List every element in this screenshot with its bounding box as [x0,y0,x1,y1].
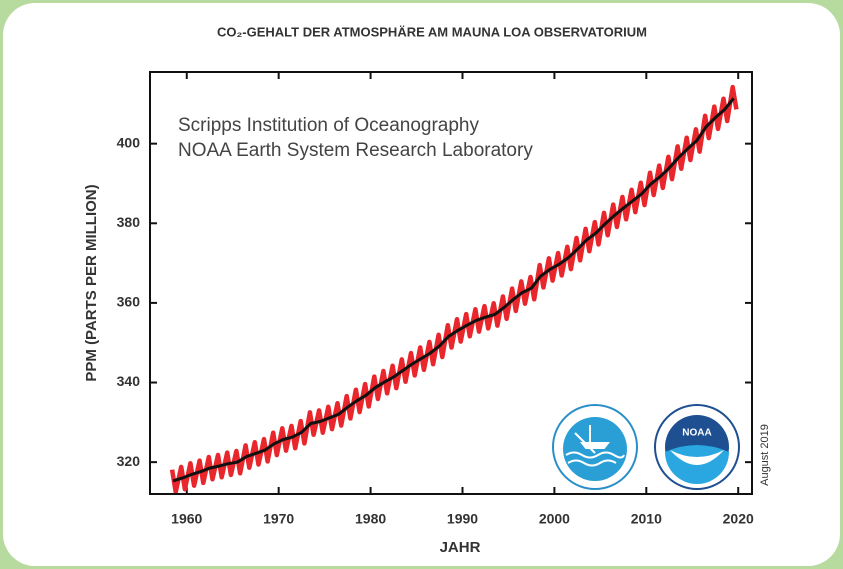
chart-title: CO₂-GEHALT DER ATMOSPHÄRE AM MAUNA LOA O… [217,24,647,39]
annotation: NOAA Earth System Research Laboratory [178,140,533,161]
logo-scripps [552,404,638,490]
y-tick-label: 320 [117,453,141,469]
plot-frame [149,71,753,495]
x-tick-label: 1960 [171,511,202,527]
x-tick-label: 1990 [447,511,478,527]
y-tick-label: 360 [117,294,141,310]
x-axis-label: JAHR [440,539,481,556]
y-axis-label: PPM (PARTS PER MILLION) [83,184,100,381]
x-tick-label: 1980 [355,511,386,527]
y-tick-label: 380 [117,214,141,230]
logo-noaa [654,404,740,490]
x-tick-label: 2020 [723,511,754,527]
annotation: Scripps Institution of Oceanography [178,115,480,136]
x-tick-label: 2010 [631,511,662,527]
data-line [172,97,735,483]
y-tick-label: 340 [117,373,141,389]
date-note: August 2019 [759,424,771,486]
y-tick-label: 400 [117,134,141,150]
logo-text: NOAA [682,428,711,439]
x-tick-label: 1970 [263,511,294,527]
x-tick-label: 2000 [539,511,570,527]
